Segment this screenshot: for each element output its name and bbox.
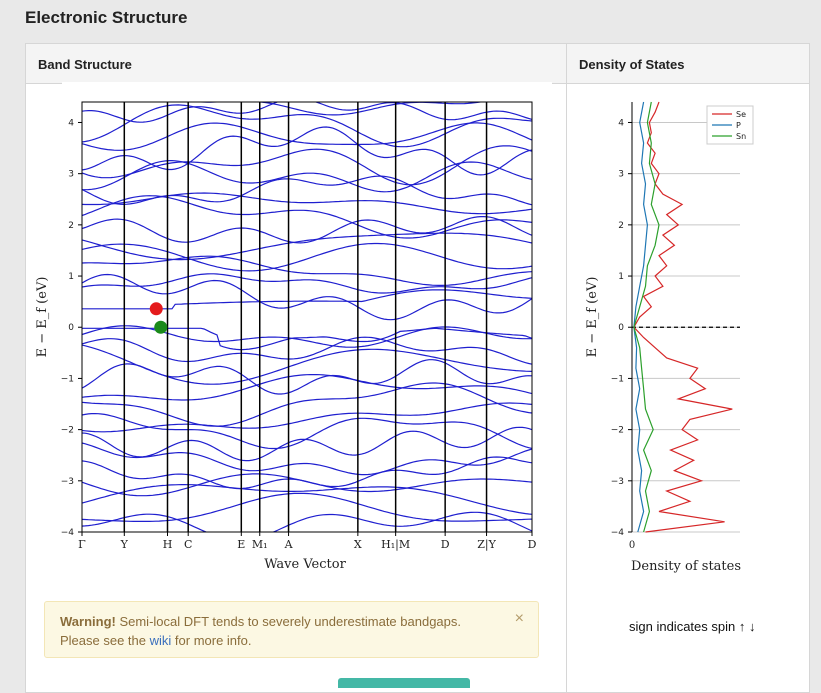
band-xtick-label: M₁ — [252, 538, 268, 551]
band-ytick-label: 0 — [68, 323, 74, 333]
vbm-marker — [149, 302, 163, 316]
dos-series-p — [633, 101, 649, 533]
band-line — [81, 374, 533, 401]
band-xtick-label: H₁|M — [381, 538, 410, 552]
cbm-marker — [154, 320, 168, 334]
band-line — [81, 492, 533, 522]
band-clip-top — [62, 82, 552, 102]
band-xtick-label: Γ — [78, 538, 86, 551]
dos-xtick-label: 0 — [629, 540, 635, 551]
band-line — [81, 456, 533, 490]
dos-xlabel: Density of states — [631, 559, 741, 574]
band-lines — [81, 91, 533, 543]
band-xtick-label: E — [237, 538, 245, 551]
band-line — [81, 104, 533, 148]
page-title: Electronic Structure — [25, 8, 188, 27]
band-line — [81, 195, 533, 239]
band-ytick-label: 2 — [68, 221, 74, 231]
band-xtick-label: H — [163, 538, 173, 551]
spin-note: sign indicates spin ↑ ↓ — [629, 619, 756, 634]
band-ytick-label: −1 — [61, 374, 74, 384]
band-line — [81, 484, 533, 515]
dos-series-sn — [633, 101, 660, 533]
band-line — [81, 122, 533, 151]
band-xtick-label: A — [284, 538, 294, 551]
band-xtick-label: Z|Y — [477, 538, 496, 552]
band-line — [81, 426, 533, 462]
warning-line1: Semi-local DFT tends to severely underes… — [115, 614, 461, 629]
band-ytick-label: −3 — [61, 477, 74, 487]
band-line — [81, 511, 533, 541]
dos-ytick-label: 4 — [618, 118, 624, 128]
band-line — [81, 336, 533, 365]
band-ytick-label: −4 — [61, 528, 75, 538]
dos-legend: Se P Sn — [706, 105, 754, 145]
band-line — [81, 255, 533, 286]
band-structure-chart: −4 −3 −2 −1 0 1 2 3 4 Γ Y H C E M₁ A X H₁|M D Z|Y D Wave Vect… — [35, 82, 552, 572]
band-line — [81, 232, 533, 261]
dos-chart: −4 −3 −2 −1 0 1 2 3 4 0 Density of states E − E_f (… — [585, 101, 754, 574]
band-structure-title: Band Structure — [38, 57, 132, 72]
band-line — [81, 413, 533, 450]
action-button[interactable] — [338, 678, 470, 688]
dos-ytick-label: 1 — [618, 272, 624, 282]
dos-ytick-label: −3 — [611, 477, 624, 487]
warning-strong: Warning! — [60, 614, 116, 629]
band-xtick-label: D — [441, 538, 450, 551]
band-ytick-label: 4 — [68, 118, 74, 128]
band-ytick-label: 3 — [68, 170, 74, 180]
dos-ylabel: E − E_f (eV) — [585, 277, 600, 358]
band-xlabel: Wave Vector — [264, 557, 346, 572]
dos-ytick-label: −4 — [611, 528, 625, 538]
band-line — [81, 273, 533, 321]
band-line — [81, 402, 533, 433]
band-line — [81, 273, 533, 294]
band-plot-frame — [81, 101, 533, 533]
dos-ytick-label: −2 — [611, 426, 624, 436]
band-ytick-label: 1 — [68, 272, 74, 282]
band-plot-border — [81, 101, 533, 533]
band-line — [81, 216, 533, 244]
charts-svg: −4 −3 −2 −1 0 1 2 3 4 Γ Y H C E M₁ A X H₁|M D Z|Y D Wave Vect… — [35, 82, 754, 574]
band-line — [81, 242, 533, 272]
band-xtick-label: D — [528, 538, 537, 551]
band-line — [82, 160, 533, 193]
band-line — [81, 175, 533, 206]
legend-entry: Se — [736, 110, 746, 119]
dos-series-se — [633, 101, 733, 533]
band-line — [81, 126, 533, 176]
band-line — [81, 344, 533, 385]
band-xtick-label: Y — [120, 538, 129, 551]
dos-ytick-label: 3 — [618, 170, 624, 180]
warning-line3: for more info. — [171, 633, 252, 648]
dos-ytick-label: −1 — [611, 374, 624, 384]
dos-header: Density of States — [567, 44, 809, 84]
wiki-link[interactable]: wiki — [149, 633, 172, 648]
dos-ytick-label: 0 — [618, 323, 624, 333]
band-ytick-label: −2 — [61, 426, 74, 436]
band-structure-header: Band Structure — [26, 44, 566, 84]
band-xtick-label: C — [184, 538, 192, 551]
band-xtick-label: X — [354, 538, 362, 551]
density-of-states-panel: Density of States — [566, 43, 810, 693]
legend-entry: Sn — [736, 132, 746, 141]
warning-text: Warning! Semi-local DFT tends to severel… — [60, 612, 505, 650]
warning-line2: Please see the — [60, 633, 150, 648]
band-line — [81, 442, 533, 476]
dos-ytick-label: 2 — [618, 221, 624, 231]
bandgap-warning: Warning! Semi-local DFT tends to severel… — [44, 601, 539, 658]
legend-entry: P — [736, 121, 741, 130]
band-ylabel: E − E_f (eV) — [35, 277, 50, 358]
dos-title: Density of States — [579, 57, 685, 72]
band-clip-bottom — [62, 532, 552, 546]
close-icon[interactable]: × — [514, 610, 524, 627]
